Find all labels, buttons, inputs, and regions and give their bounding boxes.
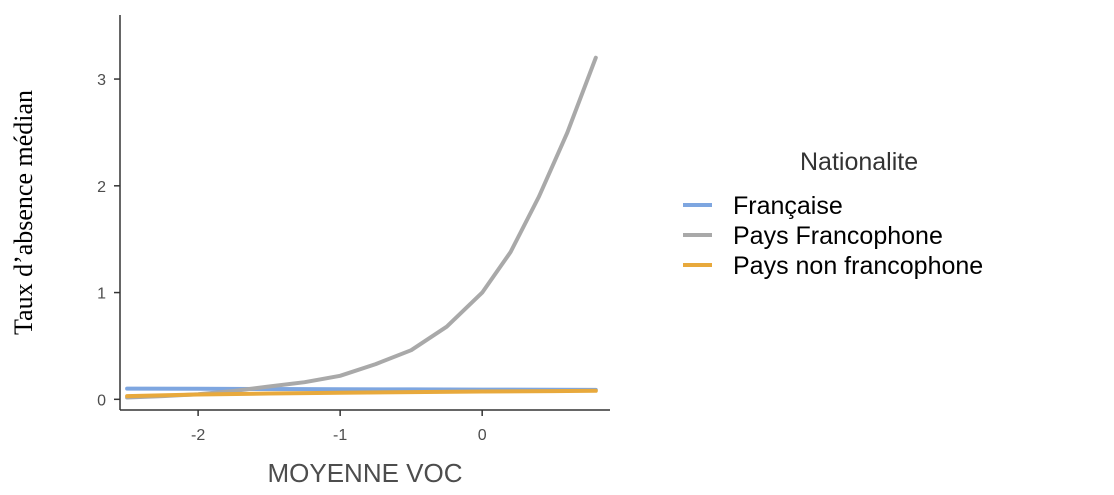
- x-tick-label: -2: [191, 427, 205, 444]
- y-tick-label: 0: [97, 392, 106, 409]
- series-lines: [125, 55, 598, 400]
- plot-area: -2 -1 0 0 1 2 3: [97, 15, 610, 444]
- legend-title: Nationalite: [800, 148, 918, 176]
- series-line-2: [125, 55, 598, 400]
- x-tick-label: -1: [333, 427, 347, 444]
- y-tick-label: 2: [97, 179, 106, 196]
- x-ticks: -2 -1 0: [191, 410, 487, 444]
- y-axis-title: Taux d’absence médian: [9, 90, 38, 335]
- y-tick-label: 1: [97, 286, 106, 303]
- legend-label: Française: [733, 192, 843, 220]
- legend-label: Pays Francophone: [733, 222, 943, 250]
- legend-label: Pays non francophone: [733, 252, 983, 280]
- y-ticks: 0 1 2 3: [97, 72, 120, 409]
- x-tick-label: 0: [478, 427, 487, 444]
- y-tick-label: 3: [97, 72, 106, 89]
- series-line-3: [125, 388, 598, 399]
- x-axis-title: MOYENNE VOC: [267, 458, 462, 488]
